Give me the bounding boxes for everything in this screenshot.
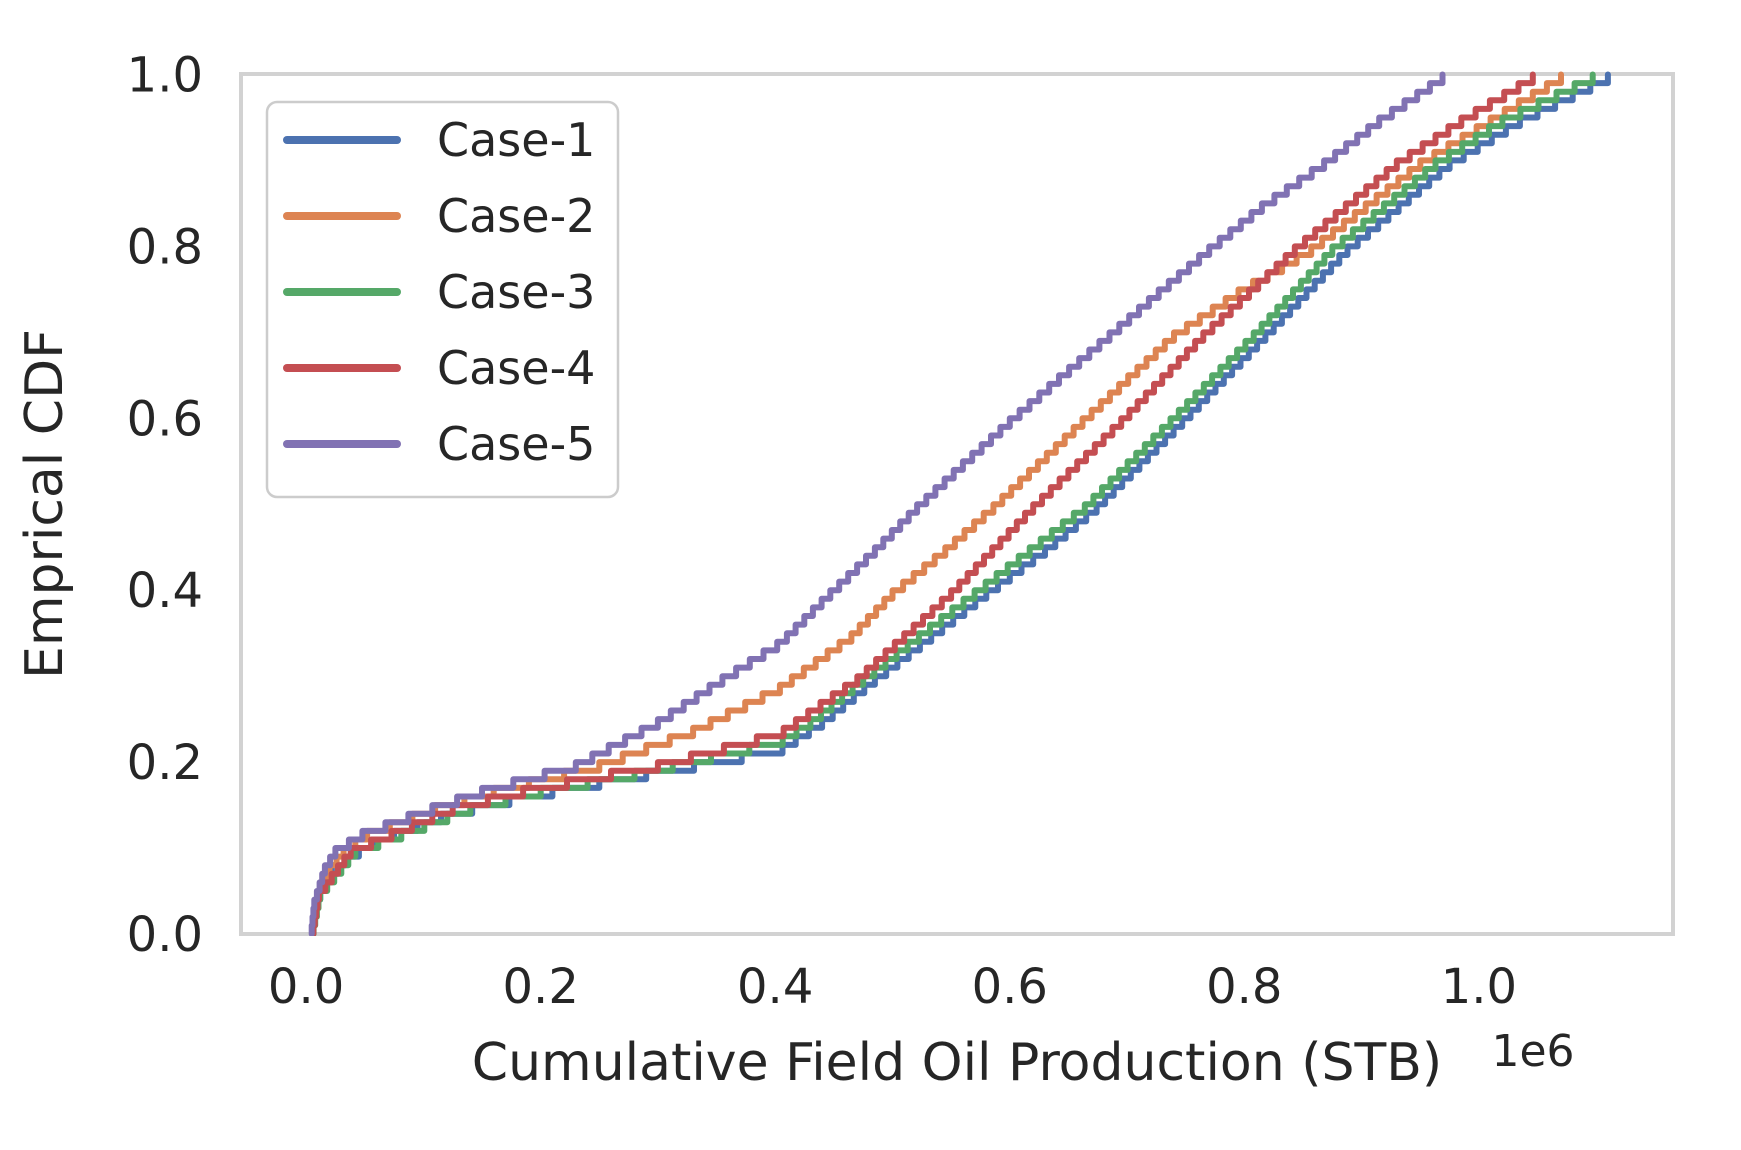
legend-label-case-2: Case-2 [437, 189, 595, 243]
y-tick-label: 1.0 [127, 48, 203, 104]
y-axis-label: Emprical CDF [15, 329, 75, 679]
y-tick-label: 0.8 [127, 219, 203, 275]
x-tick-label: 0.6 [972, 959, 1048, 1015]
x-tick-label: 0.2 [503, 959, 579, 1015]
x-tick-label: 0.8 [1206, 959, 1282, 1015]
y-tick-label: 0.6 [127, 391, 203, 447]
legend-label-case-4: Case-4 [437, 341, 595, 395]
x-tick-labels: 0.0 0.2 0.4 0.6 0.8 1.0 [268, 959, 1517, 1015]
ecdf-curve-case-5 [308, 71, 1446, 936]
axes-frame [239, 72, 1675, 936]
legend-label-case-3: Case-3 [437, 265, 595, 319]
y-tick-label: 0.4 [127, 563, 203, 619]
legend-box [265, 100, 620, 499]
legend-label-case-5: Case-5 [437, 417, 595, 471]
x-axis-label: Cumulative Field Oil Production (STB) [472, 1033, 1442, 1093]
y-tick-labels: 0.0 0.2 0.4 0.6 0.8 1.0 [127, 48, 203, 964]
x-tick-label: 1.0 [1441, 959, 1517, 1015]
x-axis-offset-label: 1e6 [1491, 1026, 1574, 1077]
ecdf-curve-case-4 [310, 71, 1536, 936]
legend-label-case-1: Case-1 [437, 113, 595, 167]
ecdf-curves [308, 71, 1611, 936]
legend: Case-1 Case-2 Case-3 Case-4 Case-5 [265, 100, 620, 499]
y-tick-label: 0.2 [127, 735, 203, 791]
y-tick-label: 0.0 [127, 907, 203, 963]
x-tick-label: 0.4 [737, 959, 813, 1015]
x-tick-label: 0.0 [268, 959, 344, 1015]
legend-items: Case-1 Case-2 Case-3 Case-4 Case-5 [283, 113, 595, 471]
